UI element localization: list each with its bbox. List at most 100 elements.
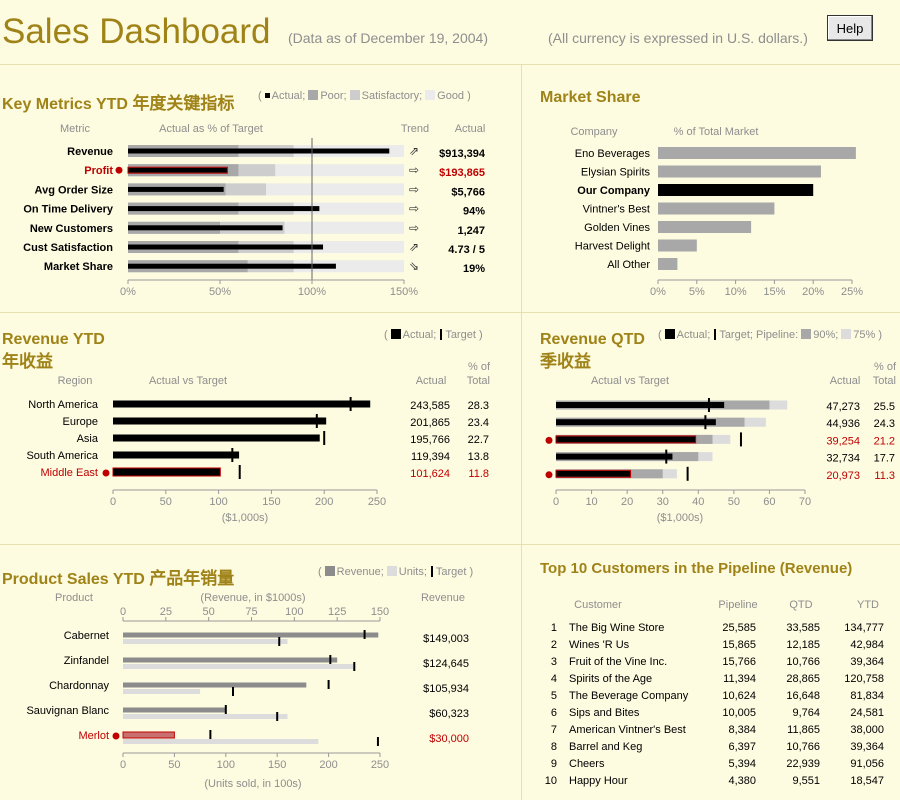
product-sales-title: Product Sales YTD 产品年销量 xyxy=(2,564,234,589)
actual-bar xyxy=(113,417,327,425)
revenue-qtd-axis-tick-label: 60 xyxy=(763,496,775,508)
market-share-axis-tick-label: 0% xyxy=(650,286,666,298)
metric-actual-value: $5,766 xyxy=(451,186,485,198)
trend-arrow-icon: ⇨ xyxy=(409,202,419,216)
customer-rank: 10 xyxy=(545,775,557,787)
revenue-ytd-axis-tick-label: 100 xyxy=(209,496,227,508)
trend-arrow-icon: ⇨ xyxy=(409,221,419,235)
region-label: North America xyxy=(28,399,99,411)
market-share-bar xyxy=(658,202,775,215)
company-label: Vintner's Best xyxy=(583,204,650,216)
customer-name: Barrel and Keg xyxy=(569,741,642,753)
customer-name: Fruit of the Vine Inc. xyxy=(569,656,667,668)
customer-pipeline-value: 15,766 xyxy=(722,656,756,668)
customer-pipeline-value: 10,624 xyxy=(722,690,756,702)
metric-label: On Time Delivery xyxy=(23,204,114,216)
pct-total-value: 22.7 xyxy=(468,434,489,446)
revenue-axis-tick-label: 25 xyxy=(160,606,172,618)
customer-pipeline-value: 8,384 xyxy=(728,724,756,736)
pct-total-value: 17.7 xyxy=(874,453,895,465)
customer-ytd-value: 81,834 xyxy=(850,690,884,702)
actual-swatch-icon xyxy=(264,93,270,98)
pipeline-90-swatch-icon xyxy=(801,329,812,339)
customer-pipeline-value: 10,005 xyxy=(722,707,756,719)
market-share-bar xyxy=(658,165,821,178)
actual-bar xyxy=(556,436,696,443)
trend-arrow-icon: ⇨ xyxy=(409,182,419,196)
key-metrics-axis-tick-label: 50% xyxy=(209,286,231,298)
divider xyxy=(0,64,900,65)
product-header: Product xyxy=(55,592,93,604)
actual-header: Actual xyxy=(830,375,861,387)
market-share-axis-tick-label: 25% xyxy=(841,286,863,298)
product-revenue-value: $124,645 xyxy=(423,658,469,670)
alert-dot-icon xyxy=(115,166,123,174)
customer-rank: 7 xyxy=(551,724,557,736)
revenue-header: Revenue xyxy=(421,592,465,604)
customer-qtd-value: 9,551 xyxy=(792,775,820,787)
actual-bar xyxy=(128,206,320,212)
revenue-qtd-axis-tick-label: 10 xyxy=(585,496,597,508)
pct-total-value: 28.3 xyxy=(468,400,489,412)
actual-bar xyxy=(556,419,716,426)
customer-ytd-value: 24,581 xyxy=(850,707,884,719)
actual-value: 47,273 xyxy=(826,401,860,413)
actual-vs-target-header: Actual vs Target xyxy=(591,375,669,387)
revenue-ytd-axis-tick-label: 50 xyxy=(160,496,172,508)
actual-value: 39,254 xyxy=(826,435,860,447)
actual-bar xyxy=(128,186,224,192)
customer-rank: 9 xyxy=(551,758,557,770)
customer-pipeline-value: 15,865 xyxy=(722,639,756,651)
pct-total-value: 23.4 xyxy=(468,417,489,429)
alert-outline xyxy=(555,435,697,444)
product-label: Sauvignan Blanc xyxy=(26,705,109,717)
actual-value: 44,936 xyxy=(826,418,860,430)
customer-pipeline-value: 25,585 xyxy=(722,622,756,634)
product-sales-title-cjk: 产品年销量 xyxy=(149,569,235,589)
divider xyxy=(521,64,522,800)
revenue-axis-tick-label: 100 xyxy=(285,606,303,618)
actual-bar xyxy=(128,225,283,231)
actual-value: 101,624 xyxy=(410,468,450,480)
customer-qtd-value: 28,865 xyxy=(786,673,820,685)
units-axis-tick-label: 150 xyxy=(268,759,286,771)
customer-qtd-value: 11,865 xyxy=(787,724,820,736)
pct-header: % of xyxy=(874,361,897,373)
revenue-qtd-axis-tick-label: 30 xyxy=(657,496,669,508)
data-date-note: (Data as of December 19, 2004) xyxy=(288,30,488,46)
market-share-bar xyxy=(658,147,856,159)
alert-dot-icon xyxy=(545,471,553,479)
target-tick-icon xyxy=(430,566,433,577)
alert-outline xyxy=(555,469,632,478)
revenue-ytd-title: Revenue YTD 年收益 xyxy=(2,329,105,373)
actual-bar xyxy=(113,468,221,476)
revenue-bar xyxy=(123,682,307,688)
units-swatch-icon xyxy=(386,566,397,576)
market-share-axis-tick-label: 5% xyxy=(689,286,705,298)
total-header: Total xyxy=(873,375,896,387)
product-label: Zinfandel xyxy=(64,655,109,667)
alert-dot-icon xyxy=(102,469,110,477)
region-label: Europe xyxy=(63,416,98,428)
market-share-axis-tick-label: 10% xyxy=(725,286,747,298)
satisfactory-swatch-icon xyxy=(349,90,360,100)
metric-actual-value: 1,247 xyxy=(457,225,485,237)
customer-qtd-value: 22,939 xyxy=(786,758,820,770)
units-axis-tick-label: 250 xyxy=(371,759,389,771)
actual-value: 20,973 xyxy=(826,470,860,482)
units-axis-tick-label: 200 xyxy=(319,759,337,771)
units-bar xyxy=(123,739,319,744)
metric-actual-value: 94% xyxy=(463,206,485,218)
help-button[interactable]: Help xyxy=(827,15,873,41)
key-metrics-axis-tick-label: 100% xyxy=(298,286,326,298)
revenue-swatch-icon xyxy=(324,566,335,576)
product-sales-legend: (Revenue; Units; Target ) xyxy=(318,566,474,578)
actual-bar xyxy=(113,400,371,408)
pct-total-value: 13.8 xyxy=(468,451,489,463)
metric-actual-value: 19% xyxy=(463,263,485,275)
trend-arrow-icon: ⇗ xyxy=(409,240,419,254)
company-label: Our Company xyxy=(577,185,651,197)
key-metrics-title: Key Metrics YTD 年度关键指标 xyxy=(2,89,234,114)
metric-label: Avg Order Size xyxy=(35,184,113,196)
customer-rank: 4 xyxy=(551,673,557,685)
